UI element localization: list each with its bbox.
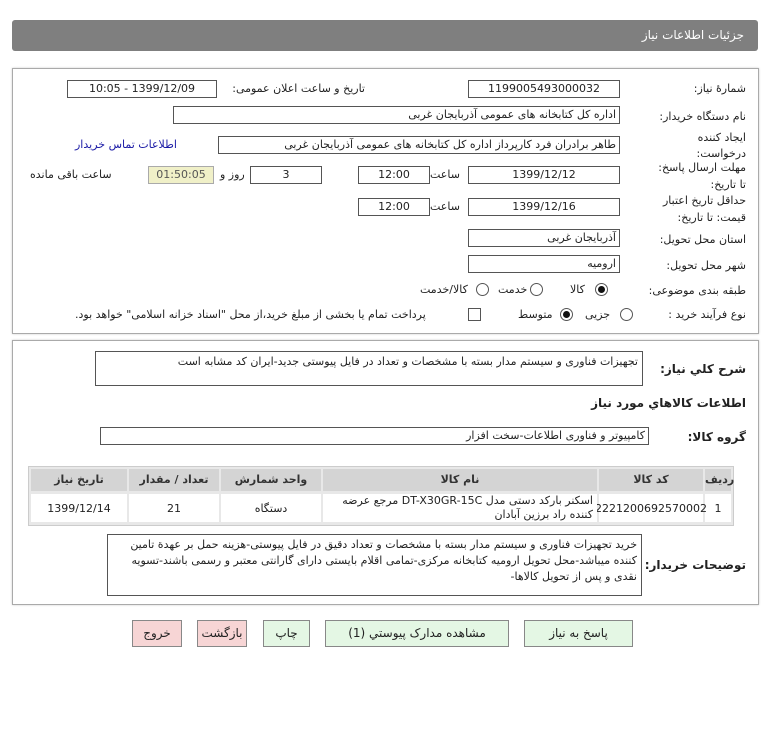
reply-button[interactable]: پاسخ به نياز (524, 620, 633, 647)
process-radio-minor[interactable] (620, 308, 633, 321)
need-number-field: 1199005493000032 (468, 80, 620, 98)
cell-qty: 21 (129, 494, 219, 522)
validity-time-label: ساعت (430, 200, 460, 213)
remaining-label: ساعت باقی مانده (30, 168, 112, 181)
deadline-label: مهلت ارسال پاسخ: (658, 161, 746, 174)
category-option-service: خدمت (498, 283, 528, 296)
buyer-field: اداره کل کتابخانه های عمومی آذربایجان غر… (173, 106, 620, 124)
goods-table: ردیف کد کالا نام کالا واحد شمارش تعداد /… (28, 466, 734, 526)
remaining-timer: 01:50:05 (148, 166, 214, 184)
contact-buyer-link[interactable]: اطلاعات تماس خریدار (75, 138, 177, 151)
category-radio-service[interactable] (530, 283, 543, 296)
deadline-label-2: تا تاریخ: (710, 178, 746, 191)
creator-label-2: درخواست: (696, 147, 746, 160)
validity-label: حداقل تاریخ اعتبار (662, 194, 746, 207)
print-button[interactable]: چاپ (263, 620, 310, 647)
category-option-both: کالا/خدمت (420, 283, 468, 296)
back-button[interactable]: بازگشت (197, 620, 247, 647)
process-radio-medium[interactable] (560, 308, 573, 321)
deadline-date-field: 1399/12/12 (468, 166, 620, 184)
category-radio-goods[interactable] (595, 283, 608, 296)
category-radio-both[interactable] (476, 283, 489, 296)
col-header-date: تاریخ نیاز (31, 469, 127, 491)
description-field: تجهیزات فناوری و سیستم مدار بسته با مشخص… (95, 351, 643, 386)
category-label: طبقه بندی موضوعی: (648, 284, 746, 297)
treasury-payment-text: پرداخت تمام یا بخشی از مبلغ خرید،از محل … (75, 308, 426, 321)
group-field: کامپیوتر و فناوری اطلاعات-سخت افزار (100, 427, 649, 445)
validity-time-field: 12:00 (358, 198, 430, 216)
need-number-label: شمارهٔ نیاز: (693, 82, 746, 95)
announce-label: تاریخ و ساعت اعلان عمومی: (232, 82, 365, 95)
category-option-goods: کالا (570, 283, 585, 296)
days-field: 3 (250, 166, 322, 184)
deadline-time-label: ساعت (430, 168, 460, 181)
province-label: استان محل تحویل: (659, 233, 746, 246)
treasury-payment-checkbox[interactable] (468, 308, 481, 321)
province-field: آذربایجان غربی (468, 229, 620, 247)
goods-section-header: اطلاعات کالاهاي مورد نياز (591, 396, 746, 410)
city-field: ارومیه (468, 255, 620, 273)
col-header-qty: تعداد / مقدار (129, 469, 219, 491)
city-label: شهر محل تحویل: (666, 259, 746, 272)
validity-label-2: قیمت: تا تاریخ: (677, 211, 746, 224)
view-attachments-button[interactable]: مشاهده مدارک پيوستي (1) (325, 620, 509, 647)
days-label: روز و (220, 168, 245, 181)
process-option-minor: جزیی (585, 308, 611, 321)
cell-code: 2221200692570002 (595, 494, 707, 522)
creator-label: ایجاد کننده (697, 131, 746, 144)
col-header-name: نام کالا (323, 469, 597, 491)
cell-row: 1 (705, 494, 731, 522)
buyer-notes-label: توضیحات خریدار: (644, 558, 746, 572)
group-label: گروه کالا: (687, 430, 746, 444)
cell-name: اسکنر بارکد دستی مدل DT-X30GR-15C مرجع ع… (323, 494, 597, 522)
page-header: جزئیات اطلاعات نیاز (12, 20, 758, 51)
deadline-time-field: 12:00 (358, 166, 430, 184)
validity-date-field: 1399/12/16 (468, 198, 620, 216)
exit-button[interactable]: خروج (132, 620, 182, 647)
process-label: نوع فرآیند خرید : (668, 308, 746, 321)
cell-date: 1399/12/14 (31, 494, 127, 522)
col-header-unit: واحد شمارش (221, 469, 321, 491)
col-header-row: ردیف (705, 469, 734, 491)
col-header-code: کد کالا (599, 469, 703, 491)
buyer-label: نام دستگاه خریدار: (659, 110, 746, 123)
description-label: شرح کلي نياز: (660, 362, 746, 376)
creator-field: طاهر برادران فرد کارپرداز اداره کل کتابخ… (218, 136, 620, 154)
cell-unit: دستگاه (221, 494, 321, 522)
buyer-notes-field: خرید تجهیزات فناوری و سیستم مدار بسته با… (107, 534, 642, 596)
announce-field: 1399/12/09 - 10:05 (67, 80, 217, 98)
process-option-medium: متوسط (518, 308, 553, 321)
page-title: جزئیات اطلاعات نیاز (641, 28, 744, 42)
